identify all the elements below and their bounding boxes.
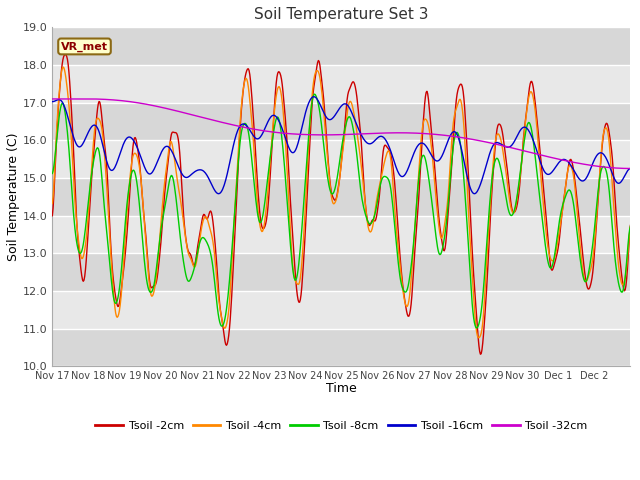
Tsoil -16cm xyxy=(273,115,281,120)
Tsoil -8cm xyxy=(435,248,442,254)
Tsoil -4cm xyxy=(627,224,634,229)
Line: Tsoil -2cm: Tsoil -2cm xyxy=(52,55,630,354)
Tsoil -2cm xyxy=(477,351,484,357)
Tsoil -4cm xyxy=(59,64,67,70)
Tsoil -16cm xyxy=(223,174,230,180)
Bar xyxy=(52,328,630,366)
Tsoil -8cm xyxy=(49,170,56,176)
Tsoil -2cm xyxy=(223,341,231,347)
Tsoil -32cm xyxy=(76,96,84,102)
Tsoil -8cm xyxy=(273,115,281,120)
X-axis label: Time: Time xyxy=(326,383,356,396)
Tsoil -16cm xyxy=(435,158,442,164)
Tsoil -4cm xyxy=(402,302,410,308)
Tsoil -2cm xyxy=(402,304,410,310)
Tsoil -32cm xyxy=(627,166,634,171)
Tsoil -32cm xyxy=(274,130,282,135)
Tsoil -16cm xyxy=(49,99,56,105)
Line: Tsoil -8cm: Tsoil -8cm xyxy=(52,94,630,328)
Tsoil -8cm xyxy=(402,289,410,295)
Tsoil -2cm xyxy=(252,154,260,159)
Tsoil -32cm xyxy=(117,98,125,104)
Tsoil -32cm xyxy=(252,127,260,132)
Tsoil -16cm xyxy=(116,150,124,156)
Tsoil -2cm xyxy=(61,52,69,58)
Tsoil -16cm xyxy=(470,191,478,197)
Tsoil -32cm xyxy=(223,120,231,126)
Bar xyxy=(52,103,630,140)
Tsoil -4cm xyxy=(274,85,282,91)
Tsoil -2cm xyxy=(435,209,442,215)
Tsoil -4cm xyxy=(435,218,442,224)
Tsoil -2cm xyxy=(117,290,125,296)
Line: Tsoil -16cm: Tsoil -16cm xyxy=(52,96,630,194)
Title: Soil Temperature Set 3: Soil Temperature Set 3 xyxy=(254,7,429,22)
Tsoil -8cm xyxy=(252,190,259,196)
Tsoil -8cm xyxy=(116,279,124,285)
Tsoil -32cm xyxy=(435,132,442,137)
Tsoil -8cm xyxy=(223,306,230,312)
Tsoil -4cm xyxy=(223,319,231,324)
Tsoil -2cm xyxy=(49,213,56,218)
Tsoil -8cm xyxy=(627,223,634,229)
Tsoil -8cm xyxy=(473,325,481,331)
Tsoil -2cm xyxy=(627,222,634,228)
Tsoil -16cm xyxy=(627,166,634,171)
Tsoil -32cm xyxy=(402,130,410,136)
Y-axis label: Soil Temperature (C): Soil Temperature (C) xyxy=(7,132,20,261)
Tsoil -4cm xyxy=(49,201,56,206)
Tsoil -32cm xyxy=(49,96,56,102)
Bar xyxy=(52,178,630,216)
Bar xyxy=(52,27,630,65)
Tsoil -8cm xyxy=(311,91,319,97)
Line: Tsoil -4cm: Tsoil -4cm xyxy=(52,67,630,338)
Text: VR_met: VR_met xyxy=(61,41,108,51)
Tsoil -16cm xyxy=(252,135,259,141)
Tsoil -16cm xyxy=(310,94,317,99)
Line: Tsoil -32cm: Tsoil -32cm xyxy=(52,99,630,168)
Tsoil -4cm xyxy=(117,295,125,301)
Tsoil -4cm xyxy=(475,335,483,341)
Bar xyxy=(52,253,630,291)
Legend: Tsoil -2cm, Tsoil -4cm, Tsoil -8cm, Tsoil -16cm, Tsoil -32cm: Tsoil -2cm, Tsoil -4cm, Tsoil -8cm, Tsoi… xyxy=(91,416,592,435)
Tsoil -2cm xyxy=(274,71,282,76)
Tsoil -4cm xyxy=(252,177,260,182)
Tsoil -16cm xyxy=(402,170,410,176)
